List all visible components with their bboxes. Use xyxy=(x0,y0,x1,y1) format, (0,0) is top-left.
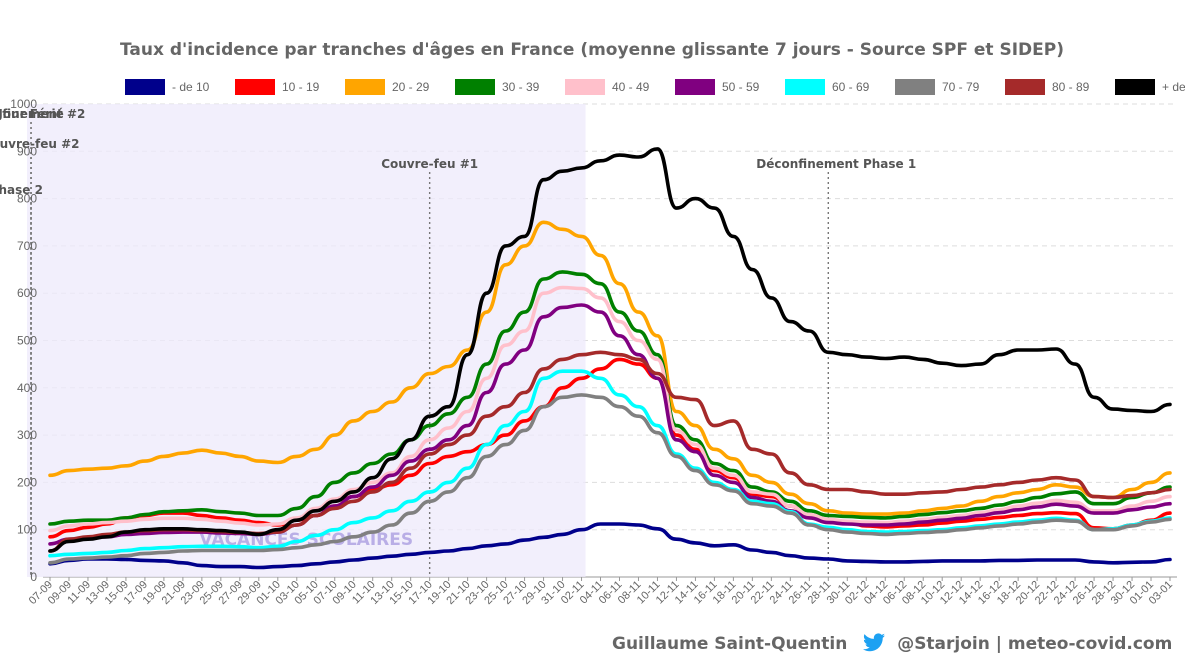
legend-item[interactable]: 40 - 49 xyxy=(565,79,650,95)
legend-label: - de 10 xyxy=(172,80,210,94)
y-tick-label: 100 xyxy=(17,523,37,537)
legend-item[interactable]: - de 10 xyxy=(125,79,210,95)
legend-swatch xyxy=(1005,79,1045,95)
series-lines xyxy=(48,147,1172,570)
legend-swatch xyxy=(895,79,935,95)
legend-swatch xyxy=(565,79,605,95)
legend-label: 30 - 39 xyxy=(502,80,540,94)
legend-item[interactable]: 20 - 29 xyxy=(345,79,430,95)
y-tick-label: 1000 xyxy=(10,97,37,111)
legend-label: 10 - 19 xyxy=(282,80,320,94)
legend-label: 80 - 89 xyxy=(1052,80,1090,94)
series-line xyxy=(48,522,1172,570)
legend-item[interactable]: 50 - 59 xyxy=(675,79,760,95)
legend-label: + de 90 xyxy=(1162,80,1185,94)
legend-swatch xyxy=(345,79,385,95)
series-line xyxy=(48,147,1172,553)
legend-label: 60 - 69 xyxy=(832,80,870,94)
y-tick-label: 400 xyxy=(17,381,37,395)
legend-label: 50 - 59 xyxy=(722,80,760,94)
annotation-label: Couvre-feu #2 xyxy=(0,137,79,151)
series-line xyxy=(48,369,1172,558)
annotation-label: Confinement #2 xyxy=(0,107,85,121)
vacances-shading: VACANCES SCOLAIRES xyxy=(27,104,586,577)
vacances-band xyxy=(27,104,586,577)
legend-swatch xyxy=(125,79,165,95)
footer-author: Guillaume Saint-Quentin xyxy=(612,634,848,654)
chart-title: Taux d'incidence par tranches d'âges en … xyxy=(120,40,1064,60)
legend-swatch xyxy=(785,79,825,95)
series-line xyxy=(48,357,1172,539)
legend-item[interactable]: 70 - 79 xyxy=(895,79,980,95)
legend-item[interactable]: 30 - 39 xyxy=(455,79,540,95)
annotation-label: Déconfinement Phase 1 xyxy=(756,157,916,171)
legend-swatch xyxy=(675,79,715,95)
footer-handle[interactable]: @Starjoin | meteo-covid.com xyxy=(897,634,1173,654)
legend-item[interactable]: 80 - 89 xyxy=(1005,79,1090,95)
y-axis: 0 100 200 300 400 500 600 700 800 900 1000 xyxy=(10,97,37,584)
y-tick-label: 300 xyxy=(17,428,37,442)
y-tick-label: 800 xyxy=(17,192,37,206)
y-tick-label: 200 xyxy=(17,475,37,489)
legend-label: 40 - 49 xyxy=(612,80,650,94)
series-line xyxy=(48,393,1172,565)
y-tick-label: 600 xyxy=(17,286,37,300)
legend-item[interactable]: 10 - 19 xyxy=(235,79,320,95)
y-tick-label: 900 xyxy=(17,144,37,158)
series-line xyxy=(48,270,1172,526)
series-line xyxy=(48,220,1172,516)
annotations: Couvre-feu #1 Couvre-feu #2 Confinement #2… xyxy=(0,107,916,577)
y-tick-label: 700 xyxy=(17,239,37,253)
y-tick-label: 0 xyxy=(30,570,37,584)
twitter-bird-icon[interactable] xyxy=(863,633,886,657)
legend-swatch xyxy=(235,79,275,95)
legend[interactable]: - de 10 10 - 19 20 - 29 30 - 39 40 - 49 50 - … xyxy=(125,79,1185,95)
legend-swatch xyxy=(1115,79,1155,95)
legend-item[interactable]: + de 90 xyxy=(1115,79,1185,95)
legend-label: 20 - 29 xyxy=(392,80,430,94)
x-axis: 07-0909-0911-0913-0915-0917-0919-0921-09… xyxy=(27,577,1175,607)
legend-label: 70 - 79 xyxy=(942,80,980,94)
legend-item[interactable]: 60 - 69 xyxy=(785,79,870,95)
series-line xyxy=(48,285,1172,533)
y-tick-label: 500 xyxy=(17,334,37,348)
footer: Guillaume Saint-Quentin @Starjoin | mete… xyxy=(612,633,1172,657)
annotation-label: Déconfinement Phase 2 xyxy=(0,183,43,197)
annotation-label: Jour Férié xyxy=(0,107,64,121)
annotation-label: Couvre-feu #1 xyxy=(381,157,478,171)
legend-swatch xyxy=(455,79,495,95)
